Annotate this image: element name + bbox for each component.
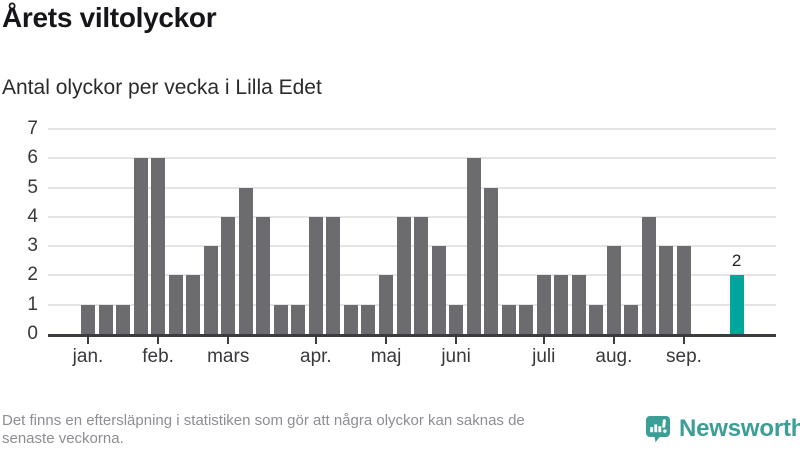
- bar-week: [116, 304, 131, 334]
- x-axis-tick-feb: [157, 337, 160, 344]
- bar-week: [291, 304, 306, 334]
- chart-subtitle: Antal olyckor per vecka i Lilla Edet: [2, 76, 322, 99]
- bar-week: [238, 187, 253, 334]
- bar-week: [571, 275, 586, 334]
- newsworthy-logo-icon: [645, 415, 671, 443]
- bar-week: [624, 304, 639, 334]
- bar-week: [186, 275, 201, 334]
- footnote-line-2: senaste veckorna.: [2, 430, 124, 447]
- x-axis-tick-juli: [542, 337, 545, 344]
- bar-week: [606, 246, 621, 334]
- bar-week: [203, 246, 218, 334]
- x-axis-label-jan: jan.: [72, 346, 104, 367]
- x-axis-tick-apr: [314, 337, 317, 344]
- bar-week: [379, 275, 393, 334]
- brand-name: Newsworthy: [679, 415, 800, 442]
- bar-week: [589, 304, 604, 334]
- x-axis-tick-mars: [227, 337, 230, 344]
- x-axis-label-feb: feb.: [142, 346, 174, 367]
- y-axis-label-4: 4: [27, 205, 38, 227]
- footnote-line-1: Det finns en eftersläpning i statistiken…: [2, 412, 525, 429]
- y-axis-label-7: 7: [27, 118, 38, 139]
- bar-week: [326, 216, 341, 334]
- y-axis-label-3: 3: [27, 235, 38, 257]
- bar-week: [449, 304, 464, 334]
- bar-week: [343, 304, 358, 334]
- page-title: Årets viltolyckor: [2, 2, 217, 33]
- y-axis-label-2: 2: [27, 264, 38, 286]
- gridline-y2: [48, 274, 776, 277]
- bar-week: [536, 275, 551, 334]
- x-axis-line: [48, 334, 776, 337]
- x-axis-label-juli: juli: [532, 346, 556, 367]
- bar-week: [81, 304, 95, 334]
- y-axis-label-5: 5: [27, 176, 38, 198]
- x-axis-tick-jan: [87, 337, 89, 344]
- bar-week: [466, 158, 481, 334]
- bar-week: [168, 275, 183, 334]
- gridline-y6: [48, 157, 776, 160]
- x-axis-label-mars: mars: [207, 346, 250, 367]
- y-axis-label-6: 6: [27, 147, 38, 169]
- bar-chart: 0 1 2 3 4 5 6 7 2 jan. feb. mars apr. maj juni juli aug.…: [27, 118, 776, 367]
- y-axis-label-1: 1: [27, 293, 38, 315]
- bar-week: [221, 216, 236, 334]
- bar-week: [659, 246, 674, 334]
- x-axis-tick-sep: [683, 337, 686, 344]
- bar-week: [414, 216, 429, 334]
- bar-week: [484, 187, 499, 334]
- bar-week: [133, 158, 148, 334]
- x-axis-label-maj: maj: [370, 346, 402, 367]
- gridline-y7: [48, 128, 776, 130]
- x-axis-label-aug: aug.: [595, 346, 633, 367]
- footnote: Det finns en eftersläpning i statistiken…: [2, 412, 525, 448]
- highlight-value-label: 2: [731, 251, 742, 271]
- gridline-y1: [48, 303, 776, 306]
- bar-week: [641, 216, 656, 334]
- x-axis-label-sep: sep.: [666, 346, 702, 367]
- bar-week: [273, 304, 288, 334]
- bar-week-highlight: [729, 275, 744, 334]
- gridline-y3: [48, 245, 776, 248]
- gridline-y4: [48, 215, 776, 218]
- x-axis-tick-maj: [385, 337, 387, 344]
- x-axis-tick-juni: [455, 337, 458, 344]
- gridline-y5: [48, 186, 776, 189]
- bar-week: [519, 304, 534, 334]
- y-axis-label-0: 0: [27, 323, 38, 344]
- bar-week: [501, 304, 516, 334]
- bar-week: [677, 246, 692, 334]
- bar-week: [361, 304, 376, 334]
- bar-week: [431, 246, 446, 334]
- x-axis-label-juni: juni: [441, 346, 471, 367]
- newsworthy-branding: Newsworthy: [645, 415, 800, 443]
- x-axis-label-apr: apr.: [300, 346, 332, 367]
- bar-week: [554, 275, 569, 334]
- bar-week: [151, 158, 166, 334]
- bar-week: [256, 216, 271, 334]
- bar-week: [98, 304, 113, 334]
- bar-week: [396, 216, 411, 334]
- bar-week: [308, 216, 323, 334]
- x-axis-tick-aug: [612, 337, 615, 344]
